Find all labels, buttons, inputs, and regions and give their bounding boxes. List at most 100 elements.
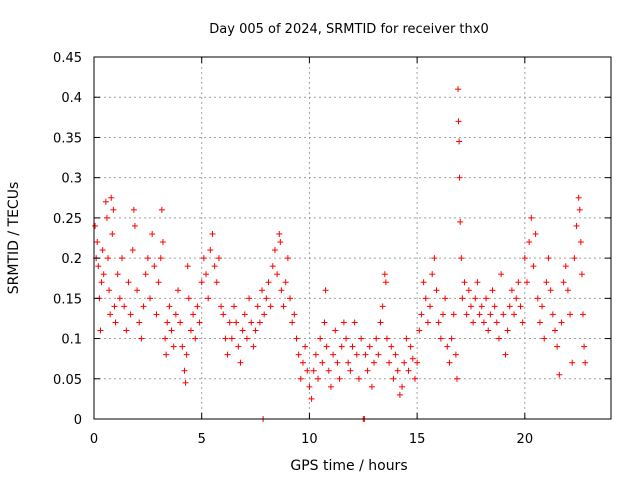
data-point	[261, 311, 268, 318]
data-point	[228, 335, 235, 342]
data-point	[539, 303, 546, 310]
data-point	[177, 319, 184, 326]
y-tick-label: 0	[74, 413, 82, 428]
data-point	[491, 303, 498, 310]
data-point	[388, 343, 395, 350]
data-point	[203, 271, 210, 278]
data-point	[291, 311, 298, 318]
data-point	[190, 311, 197, 318]
data-point	[325, 367, 332, 374]
data-point	[284, 255, 291, 262]
data-point	[297, 375, 304, 382]
data-point	[506, 303, 513, 310]
data-point	[310, 367, 317, 374]
data-point	[248, 319, 255, 326]
data-point	[140, 303, 147, 310]
data-point	[418, 311, 425, 318]
data-point	[295, 351, 302, 358]
data-point	[379, 303, 386, 310]
data-point	[519, 319, 526, 326]
data-point	[239, 327, 246, 334]
data-point	[472, 295, 479, 302]
data-point	[457, 218, 464, 225]
data-point	[375, 351, 382, 358]
data-point	[241, 311, 248, 318]
data-point	[100, 271, 107, 278]
data-point	[155, 279, 162, 286]
data-point	[377, 319, 384, 326]
data-point	[209, 230, 216, 237]
data-point	[109, 230, 116, 237]
data-point	[343, 335, 350, 342]
y-tick-labels: 0 0.05 0.1 0.15 0.2 0.25 0.3 0.35 0.4 0.45	[53, 51, 82, 428]
data-point	[183, 351, 190, 358]
data-point	[182, 379, 189, 386]
data-point	[513, 295, 520, 302]
data-point	[351, 319, 358, 326]
y-tick-label: 0.25	[53, 212, 82, 227]
data-point	[545, 255, 552, 262]
data-point	[105, 255, 112, 262]
data-point	[304, 367, 311, 374]
data-point	[576, 206, 583, 213]
data-point	[243, 335, 250, 342]
data-point	[532, 230, 539, 237]
data-point	[345, 359, 352, 366]
data-point	[528, 214, 535, 221]
data-point	[108, 194, 115, 201]
x-tick-label: 15	[409, 432, 426, 447]
data-point	[123, 327, 130, 334]
data-point	[381, 271, 388, 278]
data-point	[276, 230, 283, 237]
data-point	[129, 247, 136, 254]
data-point	[485, 327, 492, 334]
data-point	[92, 222, 99, 229]
data-point	[495, 335, 502, 342]
data-point	[407, 343, 414, 350]
y-tick-label: 0.4	[61, 91, 82, 106]
data-point	[175, 287, 182, 294]
data-point	[233, 319, 240, 326]
grid-lines	[94, 57, 611, 419]
data-point	[405, 367, 412, 374]
y-tick-label: 0.45	[53, 51, 82, 66]
data-point	[131, 222, 138, 229]
data-point	[168, 327, 175, 334]
data-point	[231, 303, 238, 310]
data-point	[271, 247, 278, 254]
data-point	[521, 255, 528, 262]
data-point	[319, 359, 326, 366]
data-point	[392, 351, 399, 358]
data-point	[196, 319, 203, 326]
data-point	[102, 198, 109, 205]
data-point	[523, 279, 530, 286]
data-point	[579, 311, 586, 318]
data-point	[458, 255, 465, 262]
data-point	[200, 255, 207, 262]
data-point	[541, 335, 548, 342]
data-point	[114, 271, 121, 278]
data-point	[424, 319, 431, 326]
data-point	[181, 367, 188, 374]
data-point	[267, 303, 274, 310]
data-point	[103, 214, 110, 221]
data-point	[338, 343, 345, 350]
data-point	[364, 367, 371, 374]
data-point	[185, 295, 192, 302]
data-point	[269, 263, 276, 270]
data-point	[111, 303, 118, 310]
data-point	[162, 335, 169, 342]
data-point	[502, 351, 509, 358]
data-point	[526, 239, 533, 246]
data-point	[452, 351, 459, 358]
data-point	[220, 311, 227, 318]
data-point	[119, 255, 126, 262]
data-point	[459, 295, 466, 302]
data-point	[543, 279, 550, 286]
data-point	[158, 206, 165, 213]
data-point	[368, 383, 375, 390]
data-point	[340, 319, 347, 326]
data-point	[130, 206, 137, 213]
data-point	[163, 351, 170, 358]
data-point	[95, 263, 102, 270]
